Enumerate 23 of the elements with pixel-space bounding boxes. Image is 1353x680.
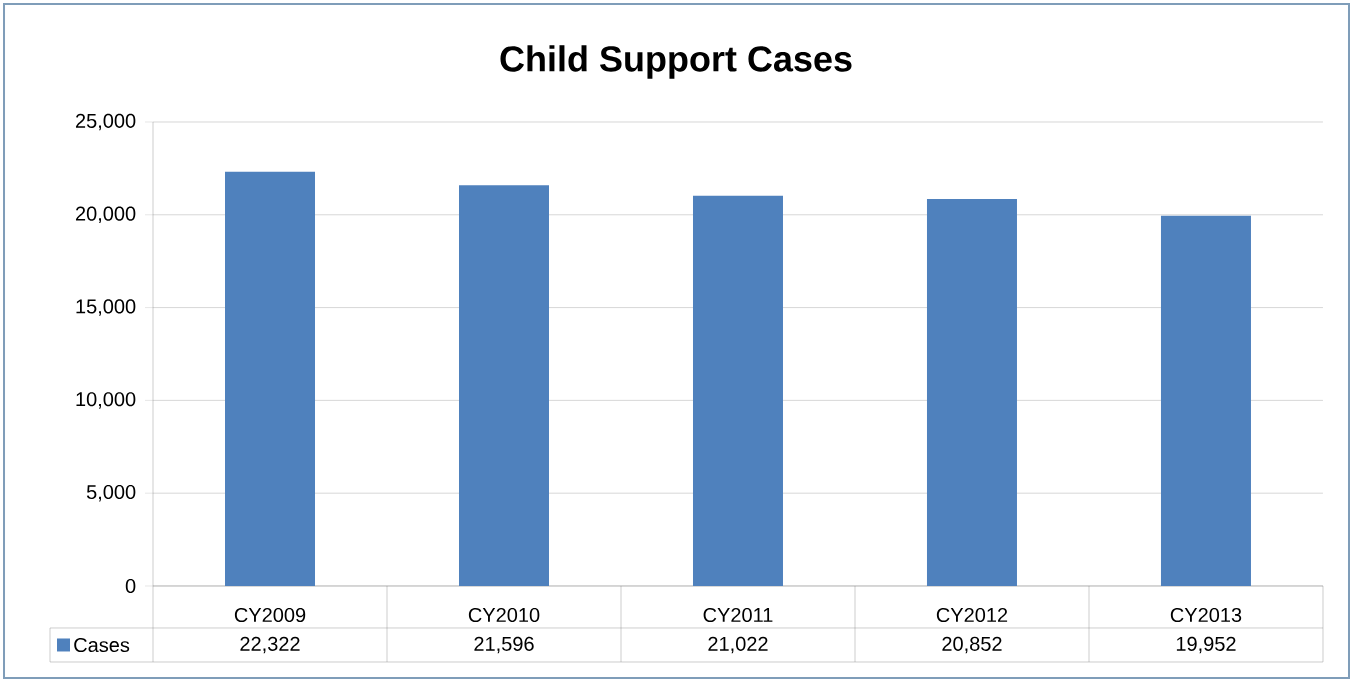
legend-label: Cases <box>74 637 130 653</box>
bar <box>459 185 549 586</box>
x-tick-label: CY2010 <box>468 607 540 623</box>
data-label: 22,322 <box>240 636 300 654</box>
x-tick-label: CY2013 <box>1170 607 1242 623</box>
bar <box>926 198 1017 586</box>
y-tick-label: 25,000 <box>75 113 136 131</box>
x-tick-label: CY2011 <box>703 607 773 623</box>
y-tick-label: 0 <box>125 578 136 594</box>
data-label: 19,952 <box>1176 636 1236 654</box>
x-tick-label: CY2012 <box>936 607 1008 623</box>
bar <box>692 195 783 586</box>
bar <box>1160 215 1251 586</box>
data-label: 21,596 <box>474 636 534 654</box>
y-tick-label: 10,000 <box>76 392 136 409</box>
y-tick-label: 20,000 <box>75 206 136 224</box>
x-tick-label: CY2009 <box>234 607 306 623</box>
chart-title: Child Support Cases <box>500 45 852 79</box>
data-label: 20,852 <box>942 636 1002 654</box>
y-tick-label: 5,000 <box>86 484 136 502</box>
bar <box>225 171 316 586</box>
y-tick-label: 15,000 <box>76 299 136 316</box>
data-label: 21,022 <box>708 636 768 654</box>
